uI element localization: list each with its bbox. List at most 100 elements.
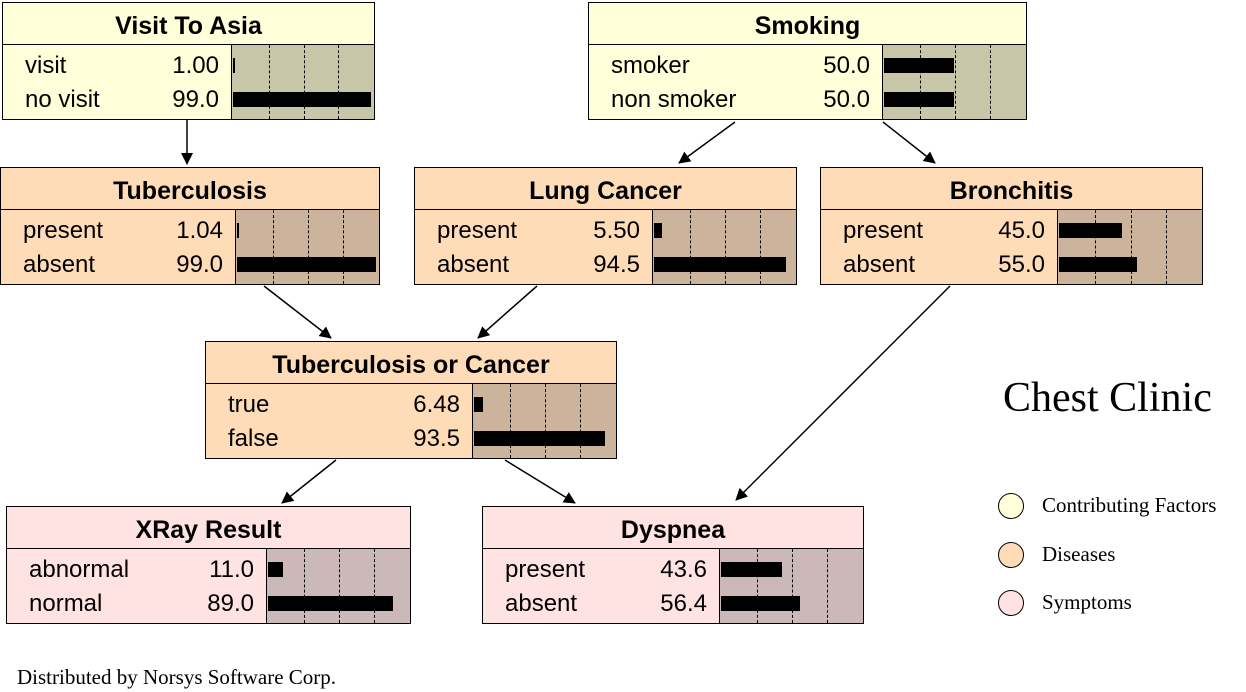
- state-label: present: [437, 217, 518, 244]
- belief-bar: [721, 562, 783, 577]
- belief-bar: [237, 257, 376, 272]
- state-value: 99.0: [172, 86, 219, 113]
- node-body: present 5.50 absent 94.5: [415, 210, 796, 284]
- state-label: smoker: [611, 52, 690, 79]
- state-row[interactable]: visit 1.00: [3, 49, 233, 83]
- state-row[interactable]: absent 99.0: [1, 248, 237, 282]
- grid-line: [990, 45, 991, 119]
- node-body: present 45.0 absent 55.0: [821, 210, 1202, 284]
- belief-bar-area: [652, 210, 796, 284]
- state-row[interactable]: absent 94.5: [415, 248, 654, 282]
- state-row[interactable]: present 5.50: [415, 214, 654, 248]
- node-body: visit 1.00 no visit 99.0: [3, 45, 374, 119]
- belief-bar-area: [882, 45, 1026, 119]
- state-label: absent: [505, 590, 578, 617]
- state-row[interactable]: false 93.5: [206, 422, 474, 456]
- state-row[interactable]: normal 89.0: [7, 587, 268, 621]
- state-label: absent: [437, 251, 510, 278]
- state-row[interactable]: absent 55.0: [821, 248, 1059, 282]
- state-row[interactable]: true 6.48: [206, 388, 474, 422]
- node-body: abnormal 11.0 normal 89.0: [7, 549, 410, 623]
- grid-line: [757, 549, 758, 623]
- state-row[interactable]: smoker 50.0: [589, 49, 884, 83]
- edge-tbc-to-xray: [281, 459, 337, 504]
- state-label: true: [228, 391, 270, 418]
- state-value: 93.5: [413, 425, 460, 452]
- node-title: Visit To Asia: [3, 3, 374, 45]
- node-bronc[interactable]: Bronchitis present 45.0 absent 55.0: [820, 167, 1203, 285]
- node-body: true 6.48 false 93.5: [206, 384, 616, 458]
- state-value: 43.6: [660, 556, 707, 583]
- belief-bar: [654, 257, 787, 272]
- node-dysp[interactable]: Dyspnea present 43.6 absent 56.4: [482, 506, 864, 624]
- grid-line: [1165, 210, 1167, 284]
- state-label: present: [843, 217, 924, 244]
- legend-label: Diseases: [1042, 542, 1116, 566]
- node-xray[interactable]: XRay Result abnormal 11.0 normal 89.0: [6, 506, 411, 624]
- state-row[interactable]: present 43.6: [483, 553, 721, 587]
- belief-bar-area: [235, 210, 379, 284]
- node-smoking[interactable]: Smoking smoker 50.0 non smoker 50.0: [588, 2, 1027, 120]
- node-tbc[interactable]: Tuberculosis or Cancer true 6.48 false 93.5: [205, 341, 617, 459]
- node-title: XRay Result: [7, 507, 410, 549]
- grid-line: [510, 384, 511, 458]
- state-label: abnormal: [29, 556, 130, 583]
- belief-bar-area: [472, 384, 616, 458]
- state-value: 50.0: [823, 86, 870, 113]
- belief-bar: [884, 58, 954, 73]
- belief-bar-area: [231, 45, 374, 119]
- grid-line: [725, 210, 726, 284]
- belief-bar: [1059, 257, 1137, 272]
- grid-line: [308, 210, 309, 284]
- grid-line: [273, 210, 274, 284]
- state-value: 1.04: [176, 217, 223, 244]
- grid-line: [580, 384, 581, 458]
- state-label: present: [505, 556, 586, 583]
- grid-line: [339, 549, 340, 623]
- node-title: Dyspnea: [483, 507, 863, 549]
- state-value: 94.5: [593, 251, 640, 278]
- state-value: 99.0: [176, 251, 223, 278]
- grid-line: [303, 45, 305, 119]
- edge-tb-to-tbc: [263, 285, 332, 339]
- state-row[interactable]: present 45.0: [821, 214, 1059, 248]
- legend-label: Symptoms: [1042, 590, 1132, 614]
- state-label: non smoker: [611, 86, 737, 113]
- grid-line: [690, 210, 691, 284]
- state-row[interactable]: present 1.04: [1, 214, 237, 248]
- state-row[interactable]: abnormal 11.0: [7, 553, 268, 587]
- grid-line: [1130, 210, 1132, 284]
- node-visit[interactable]: Visit To Asia visit 1.00 no visit 99.0: [2, 2, 375, 120]
- state-row[interactable]: non smoker 50.0: [589, 83, 884, 117]
- belief-bar: [884, 92, 954, 107]
- state-label: absent: [843, 251, 916, 278]
- belief-bar: [654, 223, 662, 238]
- grid-line: [920, 45, 921, 119]
- node-cancer[interactable]: Lung Cancer present 5.50 absent 94.5: [414, 167, 797, 285]
- state-row[interactable]: absent 56.4: [483, 587, 721, 621]
- state-value: 1.00: [172, 52, 219, 79]
- diagram-title: Chest Clinic: [1003, 375, 1212, 421]
- grid-line: [1095, 210, 1097, 284]
- state-value: 55.0: [998, 251, 1045, 278]
- node-body: smoker 50.0 non smoker 50.0: [589, 45, 1026, 119]
- node-tb[interactable]: Tuberculosis present 1.04 absent 99.0: [0, 167, 380, 285]
- legend-swatch-symptom: [998, 590, 1024, 616]
- edge-tbc-to-dysp: [504, 459, 576, 504]
- legend-swatch-factor: [998, 493, 1024, 519]
- state-label: false: [228, 425, 279, 452]
- grid-line: [827, 549, 828, 623]
- state-value: 56.4: [660, 590, 707, 617]
- belief-bar-area: [266, 549, 410, 623]
- state-label: absent: [23, 251, 96, 278]
- edge-smoking-to-cancer: [678, 121, 736, 164]
- state-label: no visit: [25, 86, 100, 113]
- edge-cancer-to-tbc: [477, 285, 538, 339]
- belief-bar: [268, 562, 284, 577]
- state-row[interactable]: no visit 99.0: [3, 83, 233, 117]
- node-title: Tuberculosis or Cancer: [206, 342, 616, 384]
- credit-text: Distributed by Norsys Software Corp.: [17, 665, 337, 689]
- grid-line: [268, 45, 270, 119]
- legend-swatch-disease: [998, 542, 1024, 568]
